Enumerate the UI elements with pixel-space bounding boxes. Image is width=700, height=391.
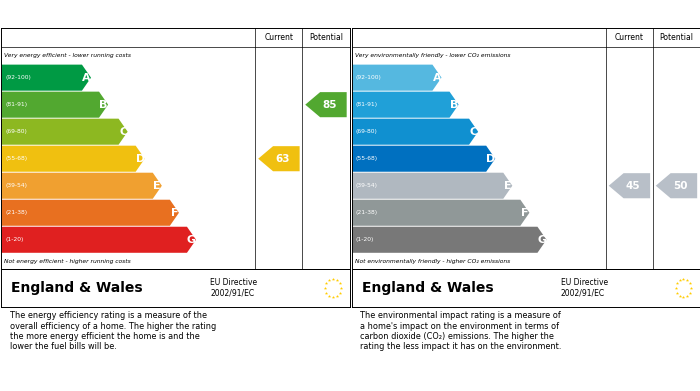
Polygon shape: [1, 146, 145, 172]
Text: England & Wales: England & Wales: [11, 281, 143, 295]
Text: D: D: [486, 154, 496, 164]
Text: 63: 63: [275, 154, 290, 164]
Polygon shape: [352, 173, 512, 199]
Text: D: D: [136, 154, 145, 164]
Polygon shape: [1, 173, 162, 199]
Text: (55-68): (55-68): [356, 156, 378, 161]
Text: Current: Current: [615, 33, 644, 42]
Text: 45: 45: [626, 181, 641, 191]
Text: EU Directive
2002/91/EC: EU Directive 2002/91/EC: [210, 278, 257, 298]
Text: EU Directive
2002/91/EC: EU Directive 2002/91/EC: [561, 278, 608, 298]
Text: Potential: Potential: [309, 33, 343, 42]
Text: B: B: [99, 100, 108, 109]
Text: The environmental impact rating is a measure of
a home's impact on the environme: The environmental impact rating is a mea…: [360, 311, 562, 352]
Polygon shape: [258, 146, 300, 171]
Polygon shape: [656, 173, 697, 198]
Text: (92-100): (92-100): [356, 75, 382, 80]
Text: (81-91): (81-91): [356, 102, 378, 107]
Text: C: C: [470, 127, 477, 137]
Text: F: F: [171, 208, 178, 218]
Text: Current: Current: [265, 33, 293, 42]
Text: C: C: [119, 127, 127, 137]
Text: G: G: [187, 235, 196, 245]
Text: (1-20): (1-20): [356, 237, 374, 242]
Text: B: B: [450, 100, 459, 109]
Polygon shape: [352, 200, 529, 226]
Text: (1-20): (1-20): [5, 237, 24, 242]
Polygon shape: [1, 118, 127, 145]
Text: (21-38): (21-38): [5, 210, 27, 215]
Text: The energy efficiency rating is a measure of the
overall efficiency of a home. T: The energy efficiency rating is a measur…: [10, 311, 217, 352]
Text: (69-80): (69-80): [5, 129, 27, 134]
Text: A: A: [82, 73, 91, 83]
Polygon shape: [1, 65, 91, 91]
Text: (69-80): (69-80): [356, 129, 377, 134]
Text: Environmental Impact (CO₂) Rating: Environmental Impact (CO₂) Rating: [358, 7, 591, 20]
Text: 50: 50: [673, 181, 687, 191]
Text: E: E: [153, 181, 161, 191]
Polygon shape: [1, 91, 108, 118]
Text: Not energy efficient - higher running costs: Not energy efficient - higher running co…: [4, 258, 131, 264]
Polygon shape: [609, 173, 650, 198]
Polygon shape: [305, 92, 346, 117]
Text: Energy Efficiency Rating: Energy Efficiency Rating: [8, 7, 171, 20]
Polygon shape: [352, 65, 442, 91]
Text: A: A: [433, 73, 441, 83]
Text: (39-54): (39-54): [5, 183, 27, 188]
Text: Very energy efficient - lower running costs: Very energy efficient - lower running co…: [4, 53, 132, 58]
Text: E: E: [504, 181, 512, 191]
Text: (81-91): (81-91): [5, 102, 27, 107]
Text: Potential: Potential: [659, 33, 694, 42]
Text: (21-38): (21-38): [356, 210, 378, 215]
Text: (39-54): (39-54): [356, 183, 378, 188]
Text: (55-68): (55-68): [5, 156, 27, 161]
Text: (92-100): (92-100): [5, 75, 31, 80]
Text: England & Wales: England & Wales: [362, 281, 494, 295]
Text: 85: 85: [322, 100, 337, 109]
Polygon shape: [1, 227, 196, 253]
Polygon shape: [352, 146, 495, 172]
Text: F: F: [522, 208, 528, 218]
Text: Not environmentally friendly - higher CO₂ emissions: Not environmentally friendly - higher CO…: [355, 258, 510, 264]
Polygon shape: [352, 118, 478, 145]
Polygon shape: [352, 227, 547, 253]
Polygon shape: [1, 200, 179, 226]
Text: Very environmentally friendly - lower CO₂ emissions: Very environmentally friendly - lower CO…: [355, 53, 510, 58]
Text: G: G: [538, 235, 547, 245]
Polygon shape: [352, 91, 459, 118]
